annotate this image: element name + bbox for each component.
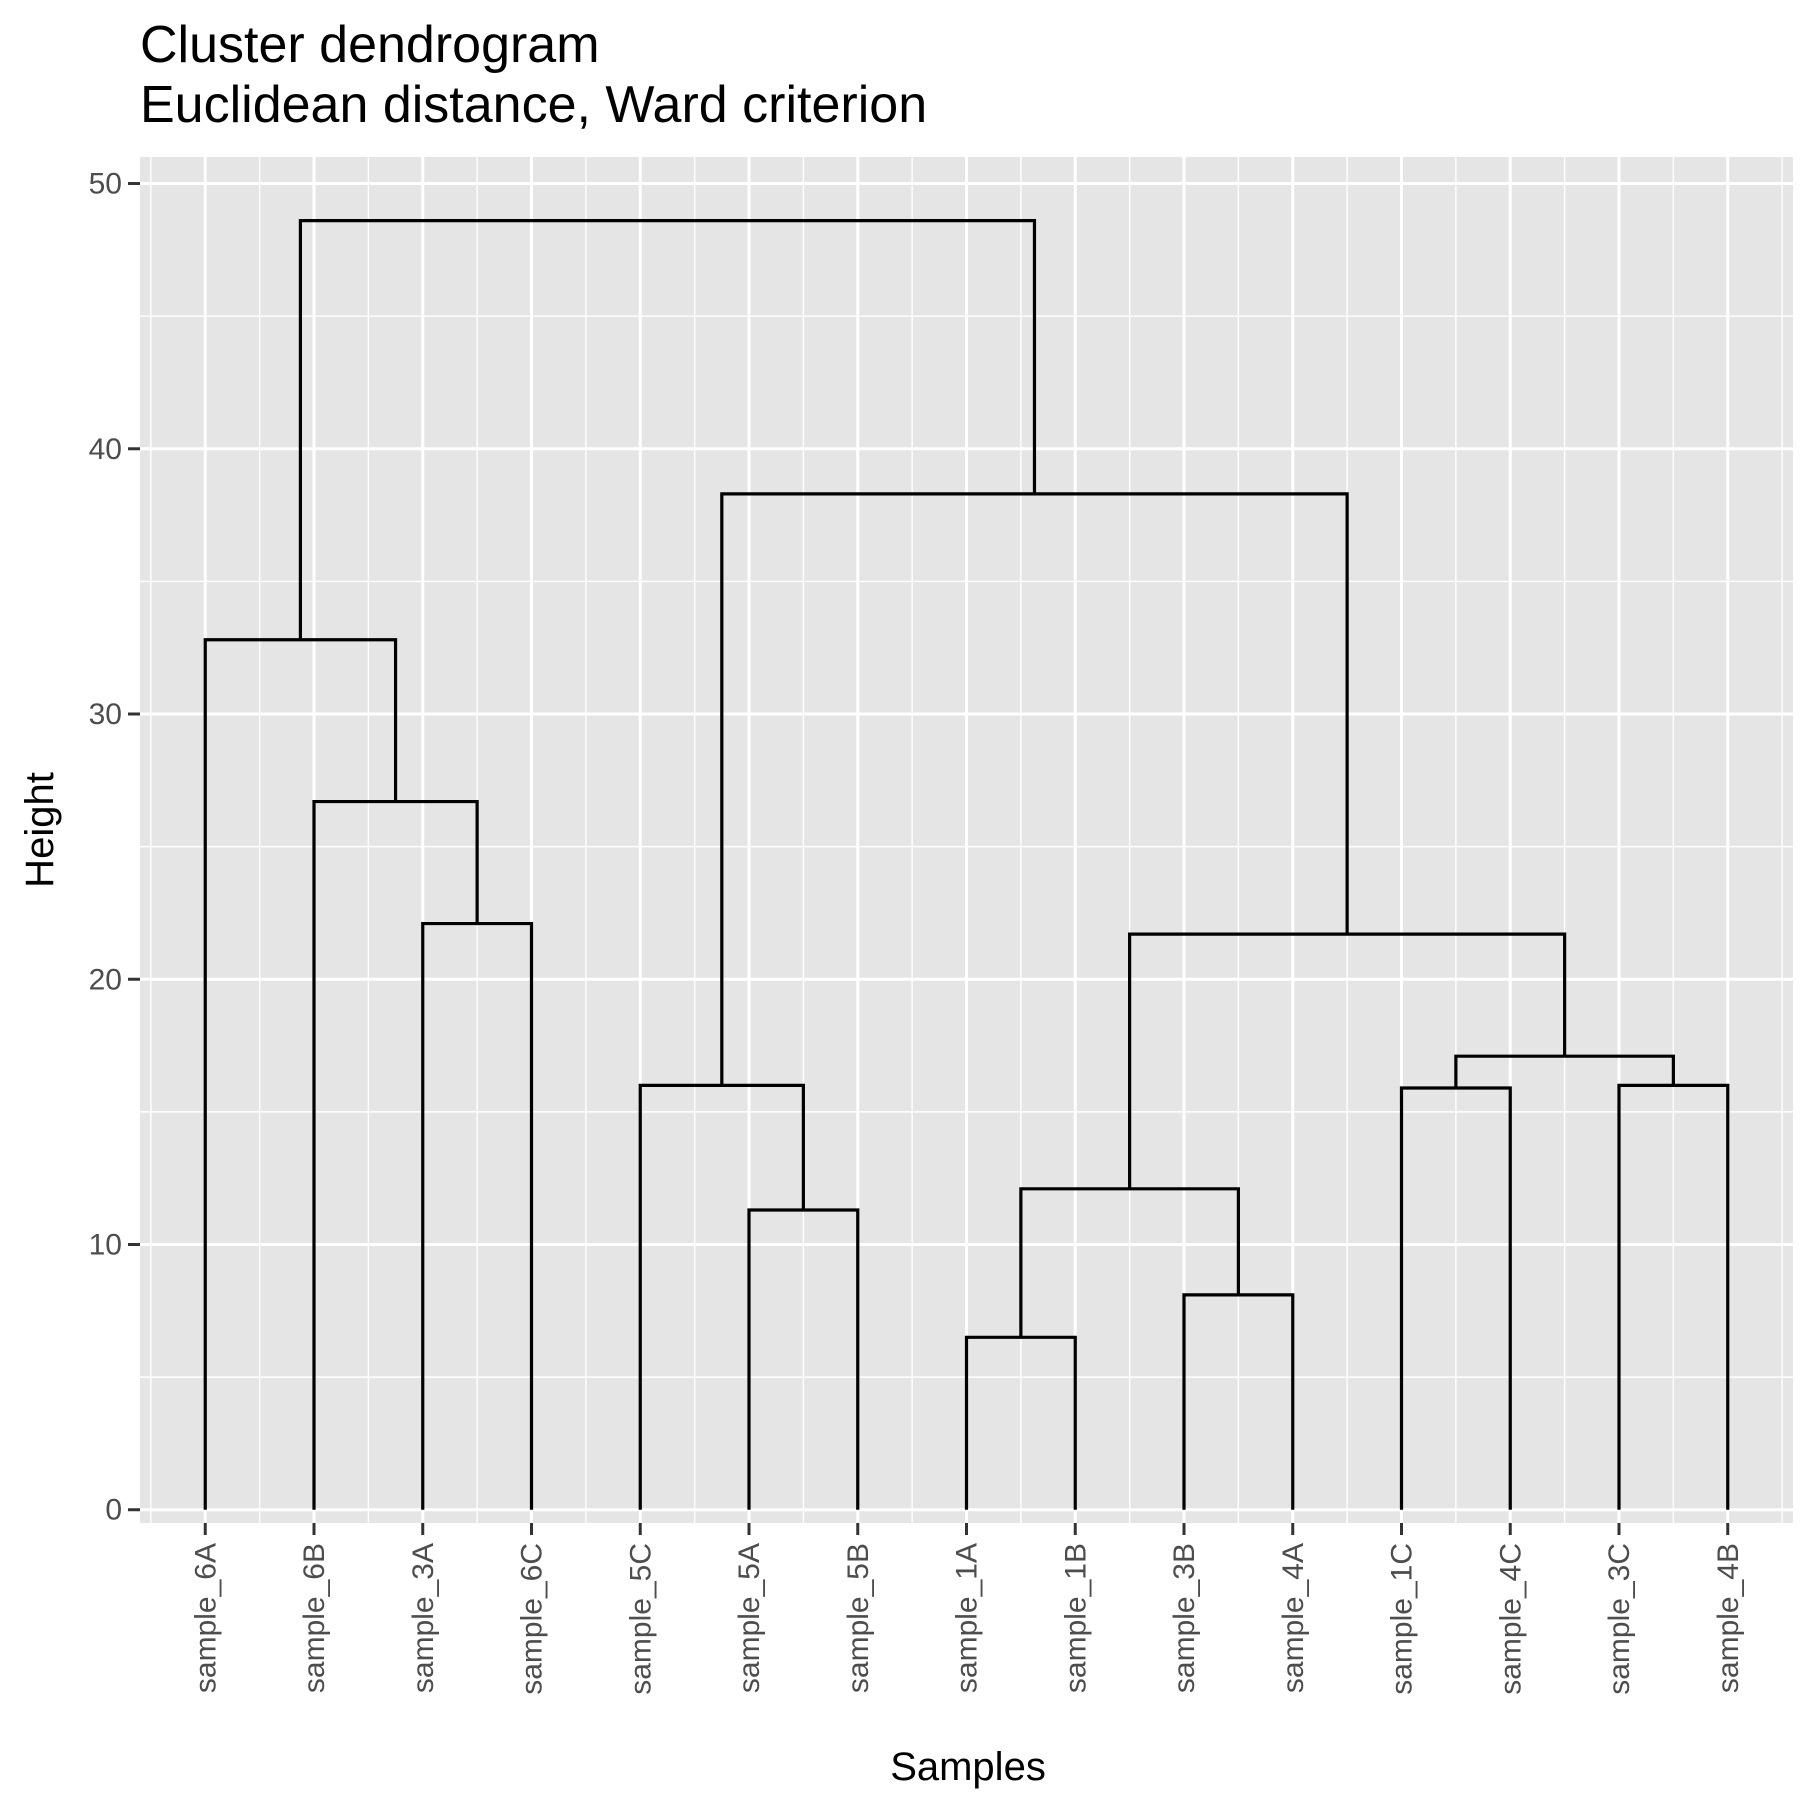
x-tick-label: sample_3A: [407, 1543, 440, 1693]
chart-subtitle: Euclidean distance, Ward criterion: [140, 76, 927, 134]
x-tick-label: sample_4C: [1494, 1543, 1527, 1695]
x-tick-label: sample_6C: [516, 1543, 549, 1695]
y-tick-label: 40: [89, 433, 122, 466]
dendrogram-branches: [203, 219, 1730, 1510]
x-axis-title: Samples: [890, 1745, 1046, 1789]
x-tick-label: sample_3B: [1168, 1543, 1201, 1693]
x-axis: sample_6A sample_6B sample_3A sample_6C samp…: [189, 1523, 1745, 1695]
dendrogram-branch: [1617, 1083, 1730, 1510]
y-axis: 0 10 20 30 40 50: [89, 168, 140, 1527]
x-tick-label: sample_5A: [733, 1543, 766, 1693]
y-tick-label: 50: [89, 168, 122, 201]
x-tick-label: sample_1B: [1059, 1543, 1092, 1693]
y-tick-label: 0: [105, 1494, 122, 1527]
x-tick-label: sample_1A: [951, 1543, 984, 1693]
x-tick-label: sample_6A: [189, 1543, 222, 1693]
x-tick-label: sample_5C: [624, 1543, 657, 1695]
dendrogram-branch: [203, 638, 398, 1510]
x-tick-label: sample_4B: [1712, 1543, 1745, 1693]
x-tick-label: sample_1C: [1386, 1543, 1419, 1695]
y-tick-label: 10: [89, 1228, 122, 1261]
y-axis-title: Height: [18, 772, 62, 888]
y-tick-label: 20: [89, 963, 122, 996]
dendrogram-branch: [312, 799, 479, 1510]
x-tick-label: sample_4A: [1277, 1543, 1310, 1693]
x-tick-label: sample_3C: [1603, 1543, 1636, 1695]
y-tick-label: 30: [89, 698, 122, 731]
dendrogram-branch: [298, 219, 1037, 640]
chart-title: Cluster dendrogram: [140, 16, 600, 74]
x-tick-label: sample_5B: [842, 1543, 875, 1693]
x-tick-label: sample_6B: [298, 1543, 331, 1693]
dendrogram-branch: [638, 1083, 805, 1510]
